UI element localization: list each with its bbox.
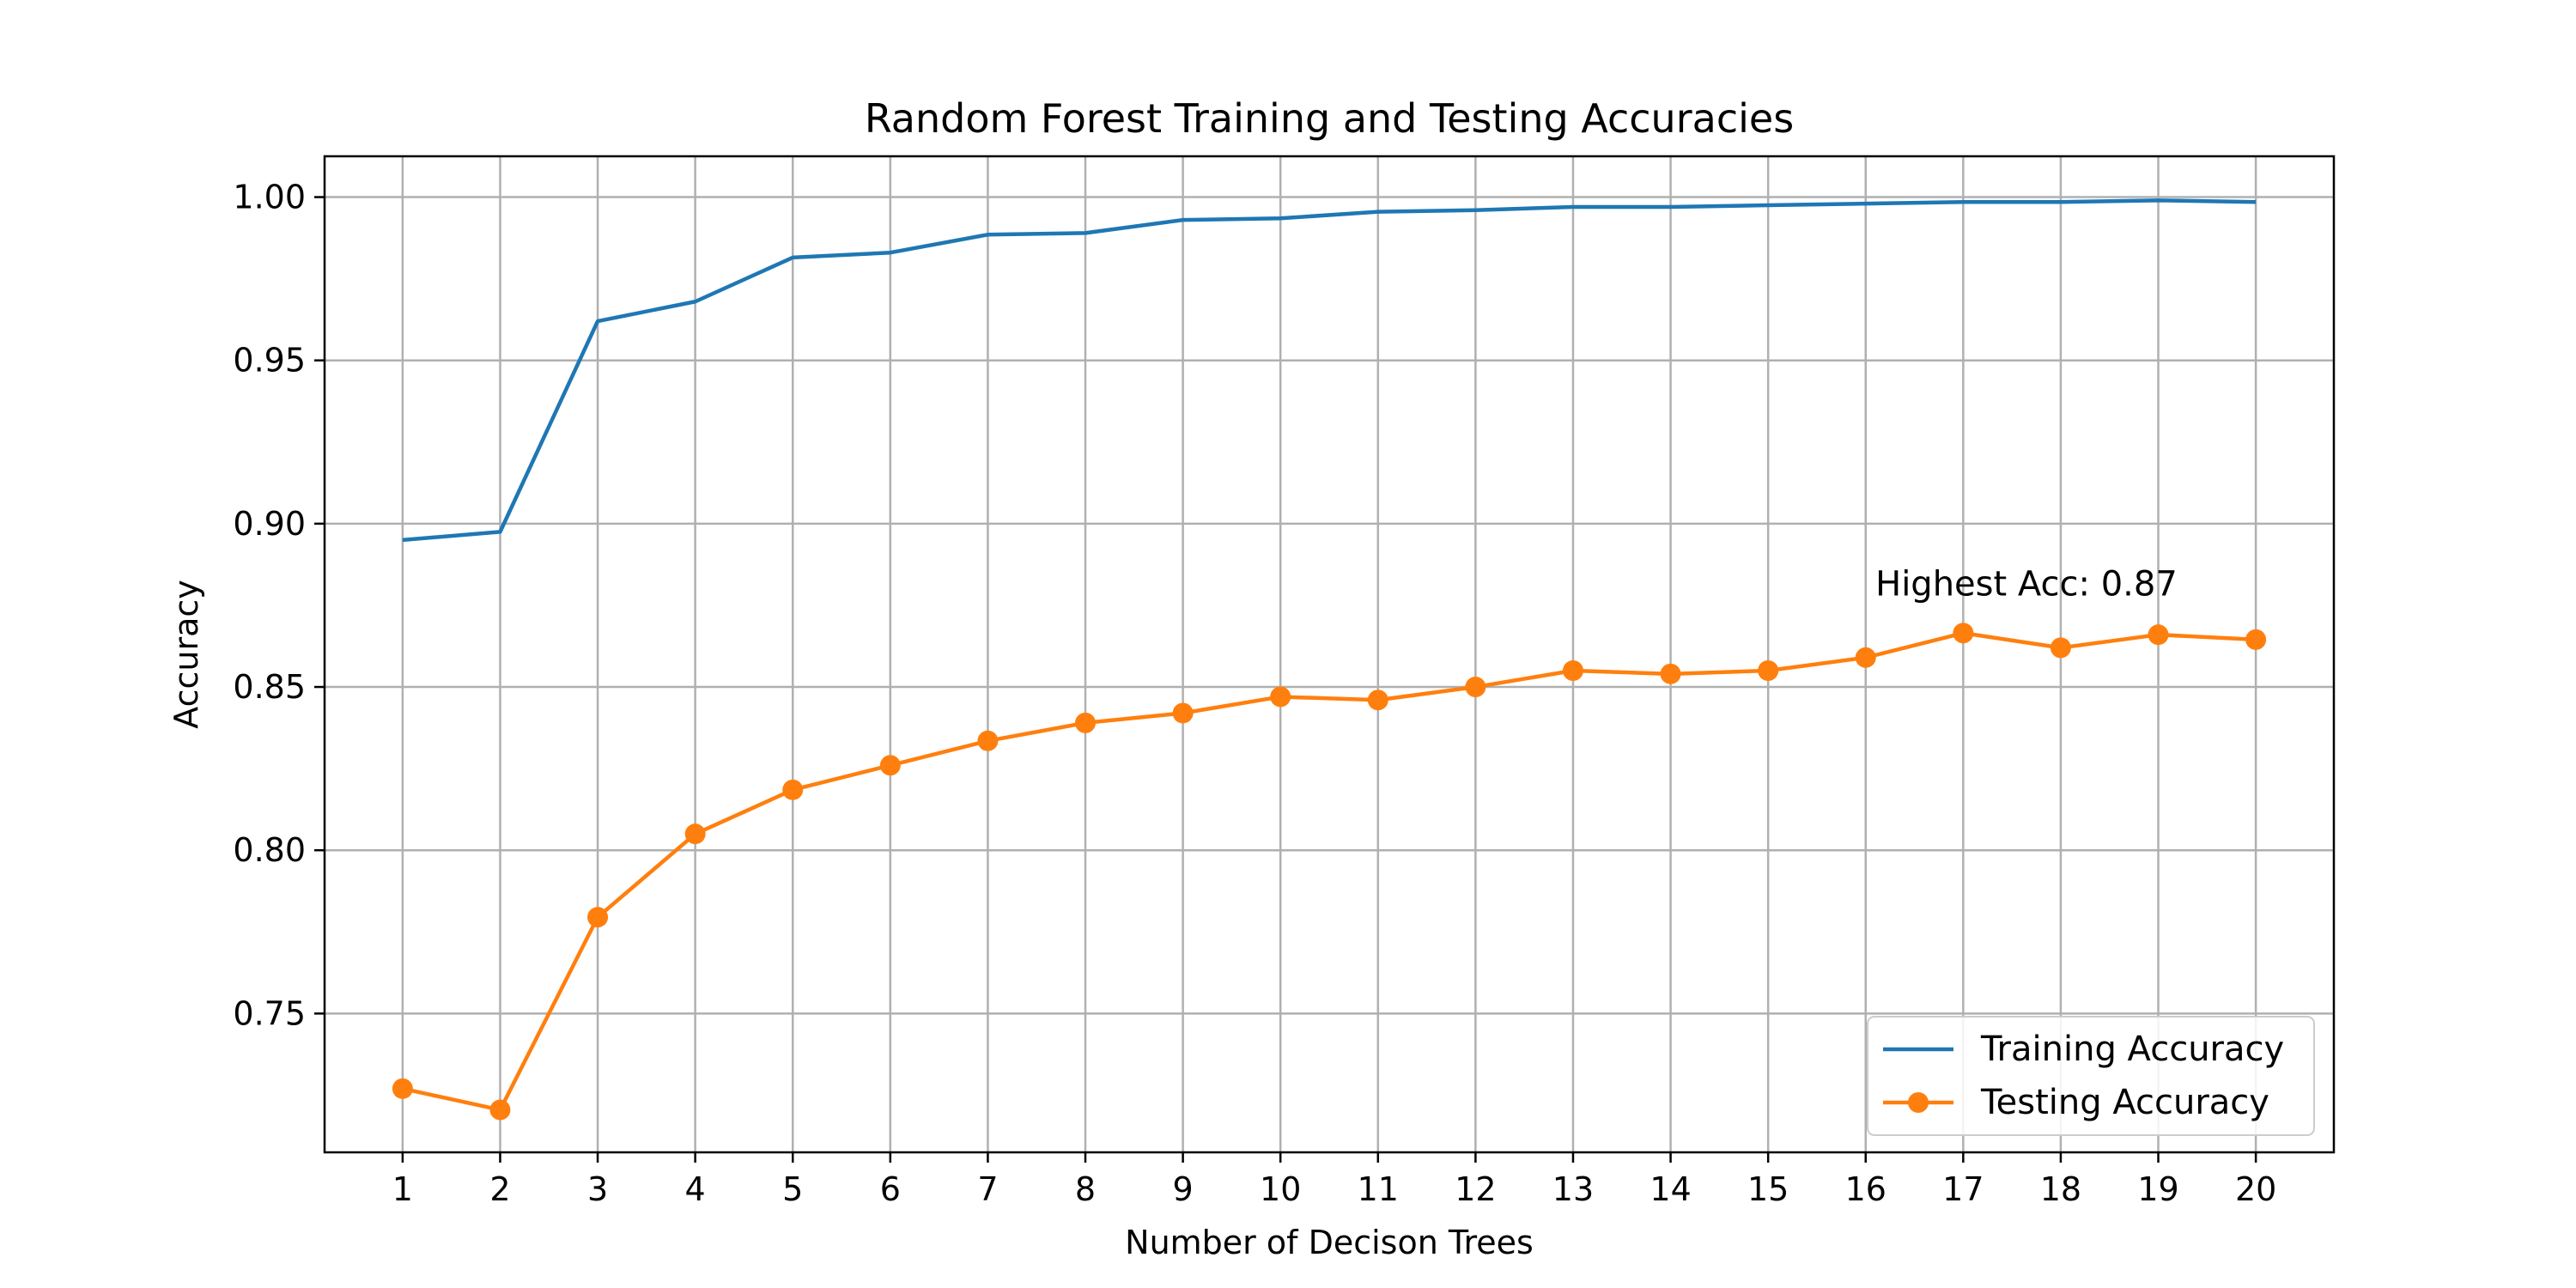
- x-tick-label: 6: [880, 1170, 901, 1208]
- x-tick-label: 19: [2137, 1170, 2178, 1208]
- x-tick-label: 15: [1747, 1170, 1789, 1208]
- y-tick-label: 0.75: [233, 994, 306, 1032]
- testing-accuracy-point: [587, 907, 609, 928]
- testing-accuracy-point: [392, 1078, 413, 1099]
- training-accuracy-line: [402, 198, 2257, 543]
- testing-accuracy-point: [2245, 629, 2267, 650]
- testing-accuracy-point: [1270, 686, 1291, 708]
- y-tick-label: 0.95: [233, 342, 306, 380]
- testing-accuracy-line: [402, 631, 2257, 1112]
- legend-label-testing-accuracy: Testing Accuracy: [1980, 1083, 2269, 1122]
- annotation-text: Highest Acc: 0.87: [1875, 565, 2178, 605]
- x-tick-label: 7: [977, 1170, 998, 1208]
- y-axis-label: Accuracy: [167, 580, 205, 729]
- testing-accuracy-point: [489, 1099, 511, 1121]
- x-tick-label: 14: [1649, 1170, 1691, 1208]
- testing-accuracy-point: [782, 779, 804, 800]
- testing-accuracy-point: [977, 730, 999, 751]
- x-tick-label: 16: [1845, 1170, 1886, 1208]
- testing-accuracy-point: [2148, 624, 2169, 646]
- testing-accuracy-point: [1172, 702, 1194, 724]
- x-tick-label: 4: [685, 1170, 706, 1208]
- testing-accuracy-point: [2050, 637, 2071, 659]
- x-tick-label: 11: [1358, 1170, 1399, 1208]
- x-tick-label: 13: [1552, 1170, 1594, 1208]
- testing-accuracy-point: [1758, 660, 1779, 682]
- x-tick-label: 20: [2235, 1170, 2276, 1208]
- testing-accuracy-point: [1075, 712, 1097, 733]
- legend-marker-testing-accuracy: [1908, 1092, 1929, 1113]
- ticks: 1 2 3 4 5 6 7 8 9 10 11 12 13 14 15 16 17 18 19 200.750.800…: [233, 179, 2276, 1208]
- x-tick-label: 17: [1942, 1170, 1984, 1208]
- legend-label-training-accuracy: Training Accuracy: [1980, 1030, 2284, 1069]
- x-tick-label: 8: [1075, 1170, 1096, 1208]
- testing-accuracy-point: [1660, 663, 1681, 684]
- y-tick-label: 0.85: [233, 668, 306, 706]
- x-tick-label: 12: [1455, 1170, 1496, 1208]
- x-tick-label: 1: [392, 1170, 413, 1208]
- plot-frame: [323, 155, 2336, 1154]
- x-tick-label: 9: [1173, 1170, 1194, 1208]
- testing-accuracy-point: [1367, 690, 1388, 711]
- x-tick-label: 10: [1260, 1170, 1301, 1208]
- testing-accuracy-point: [1953, 623, 1974, 644]
- x-tick-label: 3: [587, 1170, 608, 1208]
- y-tick-label: 0.90: [233, 505, 306, 543]
- testing-accuracy-point: [1562, 660, 1583, 682]
- series-layer: [392, 198, 2267, 1121]
- testing-accuracy-point: [1465, 677, 1486, 698]
- testing-accuracy-point: [879, 755, 901, 776]
- annotations: Highest Acc: 0.87: [1875, 565, 2178, 605]
- x-axis-label: Number of Decison Trees: [1125, 1224, 1534, 1261]
- x-tick-label: 5: [782, 1170, 803, 1208]
- chart-title: Random Forest Training and Testing Accur…: [865, 95, 1794, 142]
- x-tick-label: 2: [489, 1170, 510, 1208]
- testing-accuracy-point: [684, 823, 706, 845]
- y-tick-label: 1.00: [233, 179, 306, 216]
- legend: Training Accuracy Testing Accuracy: [1867, 1016, 2315, 1136]
- x-tick-label: 18: [2040, 1170, 2081, 1208]
- testing-accuracy-point: [1855, 647, 1876, 668]
- y-tick-label: 0.80: [233, 831, 306, 869]
- legend-box: [1867, 1016, 2315, 1136]
